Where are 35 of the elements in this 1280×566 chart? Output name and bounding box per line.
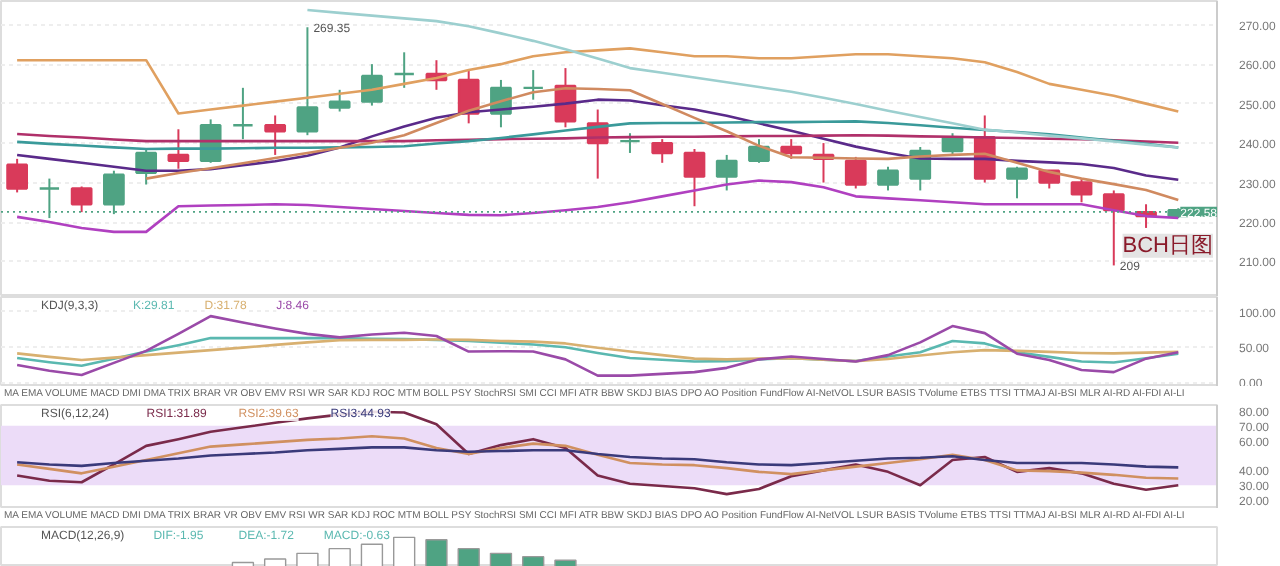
line-series [15,47,1180,115]
candlestick [780,138,803,160]
candlestick [1070,177,1093,204]
bar [489,552,513,566]
bar [360,543,384,566]
bar [296,552,319,566]
candlestick [748,138,770,164]
candlestick [651,138,674,164]
candlestick [361,63,383,107]
line-series [306,8,1180,149]
candlestick [877,165,899,192]
bar [554,559,577,566]
bar [457,547,480,566]
candlestick [393,51,416,89]
candlestick [715,153,738,192]
candlestick [1006,165,1028,200]
line-series [15,446,1180,469]
candlestick [264,114,287,156]
candlestick [167,128,190,170]
candlestick [328,88,351,113]
bar [522,555,545,566]
bar [263,558,287,566]
line-series [15,410,1180,496]
candlestick [683,148,706,208]
bar [328,547,351,566]
annotation: BCH日图 [1122,233,1214,258]
bar [393,536,416,566]
line-series [15,314,1180,377]
candlestick [70,185,93,214]
candlestick [619,132,641,154]
line-series [15,434,1180,480]
candlestick [522,69,545,101]
bar [425,539,448,566]
candlestick [6,157,28,194]
candlestick [232,86,254,141]
